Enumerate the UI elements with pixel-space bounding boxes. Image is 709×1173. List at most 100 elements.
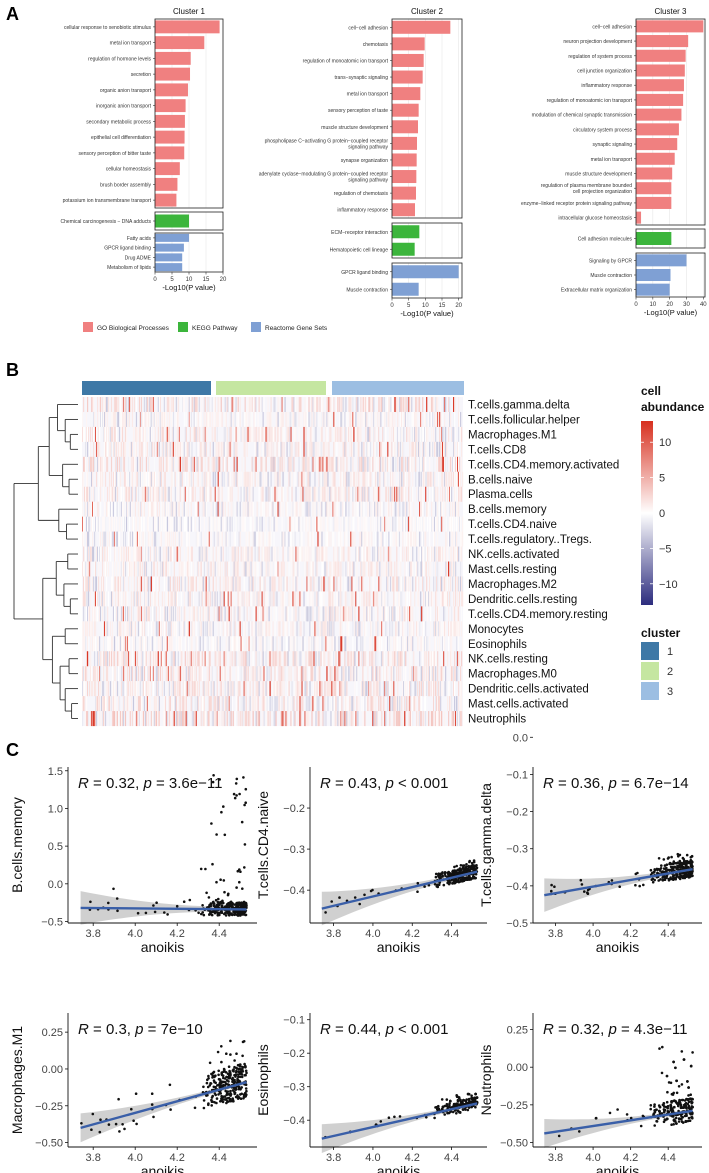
heatmap-cell [221, 501, 223, 517]
heatmap-cell [131, 441, 134, 457]
heatmap-cell [270, 411, 272, 427]
heatmap-cell [195, 561, 197, 577]
heatmap-cell [438, 456, 440, 472]
heatmap-cell [214, 651, 216, 667]
heatmap-cell [451, 561, 453, 577]
heatmap-cell [119, 486, 122, 502]
heatmap-cell [346, 411, 348, 427]
heatmap-cell [224, 666, 226, 682]
heatmap-cell [185, 501, 187, 517]
heatmap-cell [128, 621, 131, 637]
heatmap-cell [449, 501, 451, 517]
heatmap-cell [306, 546, 308, 562]
heatmap-cell [332, 636, 334, 652]
heatmap-cell [171, 411, 173, 427]
heatmap-cell [425, 441, 427, 457]
heatmap-cell [206, 561, 208, 577]
heatmap-cell [113, 516, 116, 532]
heatmap-cell [397, 576, 399, 592]
heatmap-cell [147, 501, 150, 517]
heatmap-cell [94, 561, 97, 577]
heatmap-cell [315, 456, 317, 472]
heatmap-cell [395, 651, 397, 667]
heatmap-cell [390, 681, 392, 697]
heatmap-cell [212, 606, 214, 622]
heatmap-cell [444, 411, 446, 427]
heatmap-cell [116, 621, 119, 637]
heatmap-cell [380, 501, 382, 517]
heatmap-cell [264, 441, 266, 457]
heatmap-cell [427, 546, 429, 562]
heatmap-cell [405, 516, 407, 532]
category-label: neuron projection development [563, 39, 632, 45]
heatmap-cell [323, 456, 325, 472]
heatmap-cell [227, 546, 229, 562]
heatmap-cell [396, 576, 398, 592]
heatmap-cell [115, 456, 118, 472]
heatmap-cell [364, 606, 366, 622]
heatmap-cell [329, 621, 331, 637]
heatmap-cell [189, 576, 191, 592]
heatmap-cell [230, 501, 232, 517]
heatmap-cell [130, 456, 133, 472]
heatmap-cell [403, 651, 405, 667]
heatmap-cell [420, 591, 422, 607]
heatmap-cell [132, 516, 135, 532]
heatmap-cell [139, 621, 142, 637]
heatmap-cell [164, 411, 166, 427]
heatmap-cell [261, 666, 263, 682]
heatmap-cell [286, 501, 288, 517]
heatmap-cell [137, 561, 140, 577]
heatmap-cell [204, 546, 206, 562]
heatmap-cell [108, 471, 111, 487]
heatmap-cell [96, 546, 99, 562]
heatmap-cell [219, 636, 221, 652]
heatmap-cell [224, 606, 226, 622]
heatmap-cell [355, 636, 357, 652]
heatmap-cell [155, 486, 158, 502]
heatmap-cell [347, 576, 349, 592]
heatmap-cell [437, 561, 439, 577]
heatmap-cell [242, 456, 244, 472]
heatmap-cell [361, 516, 363, 532]
heatmap-cell [226, 397, 228, 413]
heatmap-cell [356, 546, 358, 562]
heatmap-cell [153, 531, 156, 547]
heatmap-cell [302, 561, 304, 577]
heatmap-cell [223, 516, 225, 532]
heatmap-cell [175, 546, 177, 562]
heatmap-cell [419, 531, 421, 547]
heatmap-cell [266, 546, 268, 562]
heatmap-cell [388, 516, 390, 532]
heatmap-cell [426, 501, 428, 517]
heatmap-cell [106, 531, 109, 547]
heatmap-cell [412, 666, 414, 682]
heatmap-cell [353, 486, 355, 502]
heatmap-cell [308, 576, 310, 592]
heatmap-cell [285, 471, 287, 487]
heatmap-cell [428, 666, 430, 682]
heatmap-cell [83, 397, 85, 413]
heatmap-cell [401, 397, 403, 413]
heatmap-cell [437, 636, 439, 652]
heatmap-cell [203, 681, 205, 697]
heatmap-cell [250, 636, 252, 652]
heatmap-cell [168, 397, 170, 413]
heatmap-cell [211, 636, 213, 652]
heatmap-cell [429, 456, 431, 472]
heatmap-cell [324, 636, 326, 652]
heatmap-cell [358, 441, 360, 457]
heatmap-cell [167, 531, 169, 547]
heatmap-cell [187, 501, 189, 517]
heatmap-cell [458, 486, 460, 502]
heatmap-cell [154, 636, 157, 652]
heatmap-cell [180, 441, 182, 457]
heatmap-cell [253, 456, 255, 472]
heatmap-cell [382, 666, 384, 682]
heatmap-cell [274, 666, 276, 682]
heatmap-cell [368, 471, 370, 487]
heatmap-cell [365, 397, 367, 413]
heatmap-cell [126, 681, 129, 697]
heatmap-cell [278, 621, 280, 637]
heatmap-cell [228, 426, 230, 442]
